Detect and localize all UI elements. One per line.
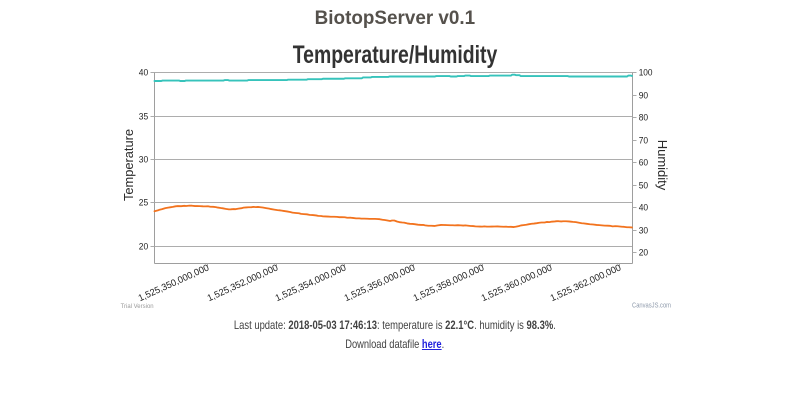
svg-text:1,525,358,000,000: 1,525,358,000,000 xyxy=(411,262,485,304)
svg-text:CanvasJS.com: CanvasJS.com xyxy=(632,301,671,310)
svg-text:1,525,362,000,000: 1,525,362,000,000 xyxy=(548,262,622,304)
svg-text:30: 30 xyxy=(139,155,148,165)
svg-text:90: 90 xyxy=(639,91,648,101)
svg-text:40: 40 xyxy=(639,203,648,213)
svg-text:35: 35 xyxy=(139,112,148,122)
svg-text:20: 20 xyxy=(639,248,648,258)
svg-text:50: 50 xyxy=(639,181,648,191)
svg-text:70: 70 xyxy=(639,136,648,146)
svg-text:25: 25 xyxy=(139,198,148,208)
svg-text:Temperature: Temperature xyxy=(121,129,136,201)
svg-text:80: 80 xyxy=(639,113,648,123)
svg-text:40: 40 xyxy=(139,68,148,78)
svg-text:Humidity: Humidity xyxy=(655,140,670,191)
svg-text:60: 60 xyxy=(639,158,648,168)
svg-text:1,525,356,000,000: 1,525,356,000,000 xyxy=(342,262,416,304)
svg-text:1,525,352,000,000: 1,525,352,000,000 xyxy=(205,262,279,304)
svg-text:1,525,360,000,000: 1,525,360,000,000 xyxy=(479,262,553,304)
svg-text:Temperature/Humidity: Temperature/Humidity xyxy=(293,41,498,69)
svg-text:100: 100 xyxy=(639,68,653,78)
svg-text:30: 30 xyxy=(639,226,648,236)
svg-text:1,525,350,000,000: 1,525,350,000,000 xyxy=(136,262,210,304)
svg-text:Trial Version: Trial Version xyxy=(121,303,154,310)
svg-text:1,525,354,000,000: 1,525,354,000,000 xyxy=(273,262,347,304)
svg-text:20: 20 xyxy=(139,242,148,252)
